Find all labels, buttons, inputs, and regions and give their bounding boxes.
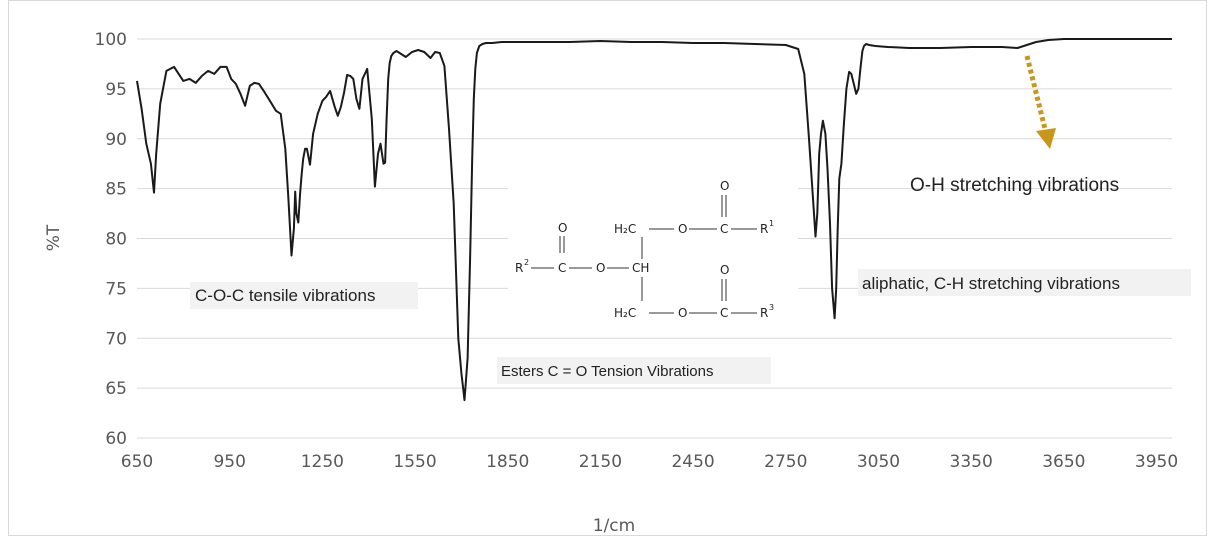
x-tick-labels: 650 950 1250 1550 1850 2150 2450 2750 3050 3350 36… — [121, 452, 1178, 472]
chart-frame: 60 65 70 75 80 85 90 95 100 650 950 1250 1550 1850 21… — [8, 0, 1207, 536]
chem-c-bottom: C — [720, 306, 728, 320]
chem-r1: R — [760, 222, 768, 236]
chem-o-link-top: O — [678, 222, 687, 236]
chem-h2c-top: H₂C — [614, 222, 636, 236]
y-tick-label: 100 — [95, 30, 127, 50]
chem-o-link-left: O — [596, 261, 605, 275]
chem-o-top: O — [720, 179, 729, 193]
chem-r2-sup: 2 — [524, 258, 529, 267]
y-tick-label: 90 — [105, 130, 127, 150]
y-tick-label: 95 — [105, 80, 127, 100]
annotation-ch-text: aliphatic, C-H stretching vibrations — [862, 274, 1120, 293]
annotation-coc: C-O-C tensile vibrations — [190, 282, 418, 309]
x-tick-label: 950 — [213, 452, 245, 472]
chem-r2: R — [515, 261, 523, 275]
y-tick-label: 85 — [105, 180, 127, 200]
x-tick-label: 650 — [121, 452, 153, 472]
x-tick-label: 2450 — [671, 452, 714, 472]
x-tick-label: 2750 — [764, 452, 807, 472]
y-tick-label: 60 — [105, 429, 127, 449]
chem-r3: R — [760, 306, 768, 320]
annotation-ester: Esters C = O Tension Vibrations — [497, 357, 771, 384]
y-tick-label: 70 — [105, 329, 127, 349]
x-tick-label: 3950 — [1135, 452, 1178, 472]
chem-h2c-bottom: H₂C — [614, 306, 636, 320]
x-axis-title: 1/cm — [593, 516, 635, 536]
y-tick-label: 75 — [105, 279, 127, 299]
x-tick-label: 2150 — [579, 452, 622, 472]
x-tick-label: 1850 — [486, 452, 529, 472]
triglyceride-structure: O R 2 C O CH H₂C O C R 1 O — [508, 162, 798, 337]
y-tick-label: 80 — [105, 230, 127, 250]
dotted-arrow-icon — [1024, 55, 1056, 149]
transmittance-line — [136, 38, 1172, 402]
y-tick-labels: 60 65 70 75 80 85 90 95 100 — [95, 30, 127, 449]
annotation-oh-text: O-H stretching vibrations — [910, 175, 1119, 196]
y-axis-title: %T — [44, 224, 64, 251]
chem-c-left: C — [558, 261, 566, 275]
annotation-coc-text: C-O-C tensile vibrations — [195, 286, 375, 305]
x-tick-label: 3350 — [950, 452, 993, 472]
chem-o-left: O — [558, 221, 567, 235]
x-tick-label: 1250 — [301, 452, 344, 472]
x-tick-label: 1550 — [393, 452, 436, 472]
chem-r1-sup: 1 — [769, 219, 774, 228]
chem-o-bottom: O — [720, 263, 729, 277]
y-tick-label: 65 — [105, 379, 127, 399]
x-tick-label: 3650 — [1042, 452, 1085, 472]
annotation-oh: O-H stretching vibrations — [910, 175, 1119, 196]
annotation-ch: aliphatic, C-H stretching vibrations — [858, 269, 1191, 296]
chem-o-link-bottom: O — [678, 306, 687, 320]
chem-c-top: C — [720, 222, 728, 236]
chem-r3-sup: 3 — [769, 303, 774, 312]
x-tick-label: 3050 — [857, 452, 900, 472]
chem-ch: CH — [632, 261, 649, 275]
annotation-ester-text: Esters C = O Tension Vibrations — [501, 363, 713, 380]
